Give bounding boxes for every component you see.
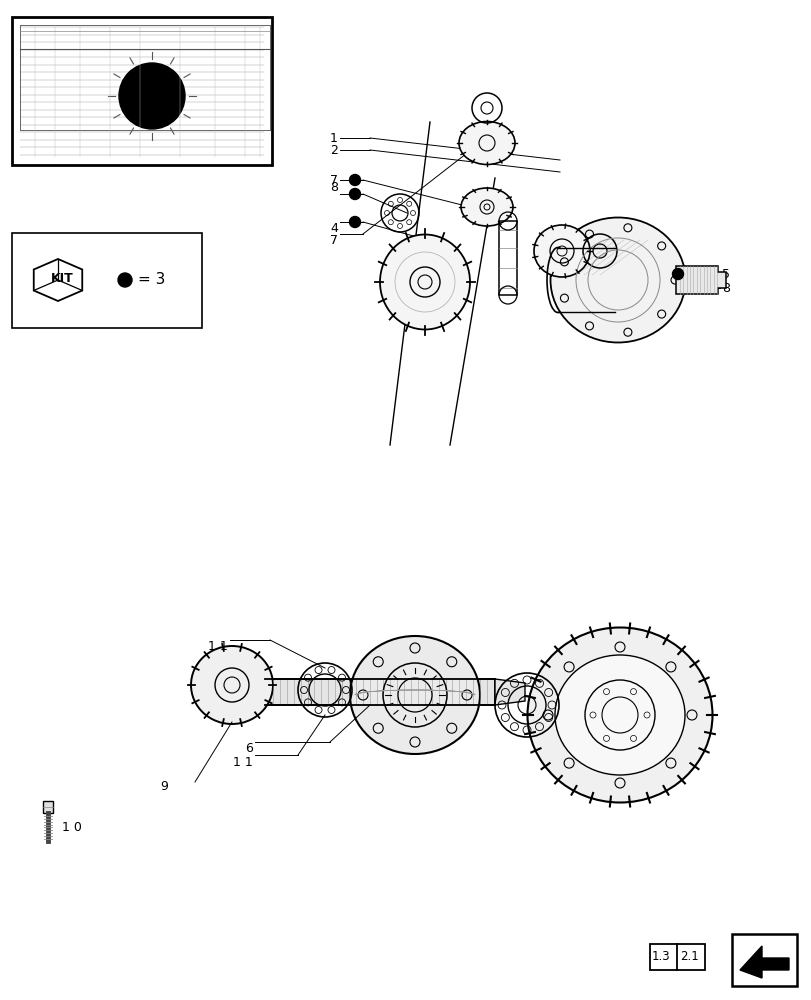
Circle shape xyxy=(672,268,683,279)
Text: 2.1: 2.1 xyxy=(679,950,698,963)
Text: 1.3: 1.3 xyxy=(651,950,670,963)
Text: 5: 5 xyxy=(721,267,729,280)
Ellipse shape xyxy=(461,188,513,226)
Text: 8: 8 xyxy=(721,282,729,294)
Text: 8: 8 xyxy=(329,181,337,194)
Polygon shape xyxy=(495,679,525,705)
Text: 1: 1 xyxy=(330,132,337,145)
Text: 6: 6 xyxy=(245,741,253,754)
Circle shape xyxy=(119,63,185,129)
Bar xyxy=(264,679,495,705)
Text: 4: 4 xyxy=(330,222,337,235)
Ellipse shape xyxy=(550,218,684,342)
Text: 1 1: 1 1 xyxy=(208,640,228,652)
Text: 1 0: 1 0 xyxy=(62,821,82,834)
Ellipse shape xyxy=(527,628,711,802)
Bar xyxy=(12,233,202,328)
Bar xyxy=(731,934,796,986)
Bar xyxy=(499,221,517,295)
Circle shape xyxy=(349,217,360,228)
Ellipse shape xyxy=(554,655,684,775)
Text: 7: 7 xyxy=(329,174,337,187)
Circle shape xyxy=(349,174,360,186)
Circle shape xyxy=(118,273,132,287)
Text: 7: 7 xyxy=(329,233,337,246)
Bar xyxy=(649,944,704,970)
Ellipse shape xyxy=(458,121,514,165)
Text: 1 1: 1 1 xyxy=(233,756,253,768)
Circle shape xyxy=(349,188,360,200)
Text: 2: 2 xyxy=(330,144,337,157)
Ellipse shape xyxy=(350,636,479,754)
Text: KIT: KIT xyxy=(50,272,73,286)
Ellipse shape xyxy=(380,234,470,330)
Bar xyxy=(43,801,53,813)
Polygon shape xyxy=(676,266,725,294)
Ellipse shape xyxy=(534,225,590,277)
Bar xyxy=(12,17,272,165)
Text: 9: 9 xyxy=(160,780,168,793)
Text: = 3: = 3 xyxy=(138,272,165,288)
Polygon shape xyxy=(739,946,788,978)
Ellipse shape xyxy=(191,646,272,724)
